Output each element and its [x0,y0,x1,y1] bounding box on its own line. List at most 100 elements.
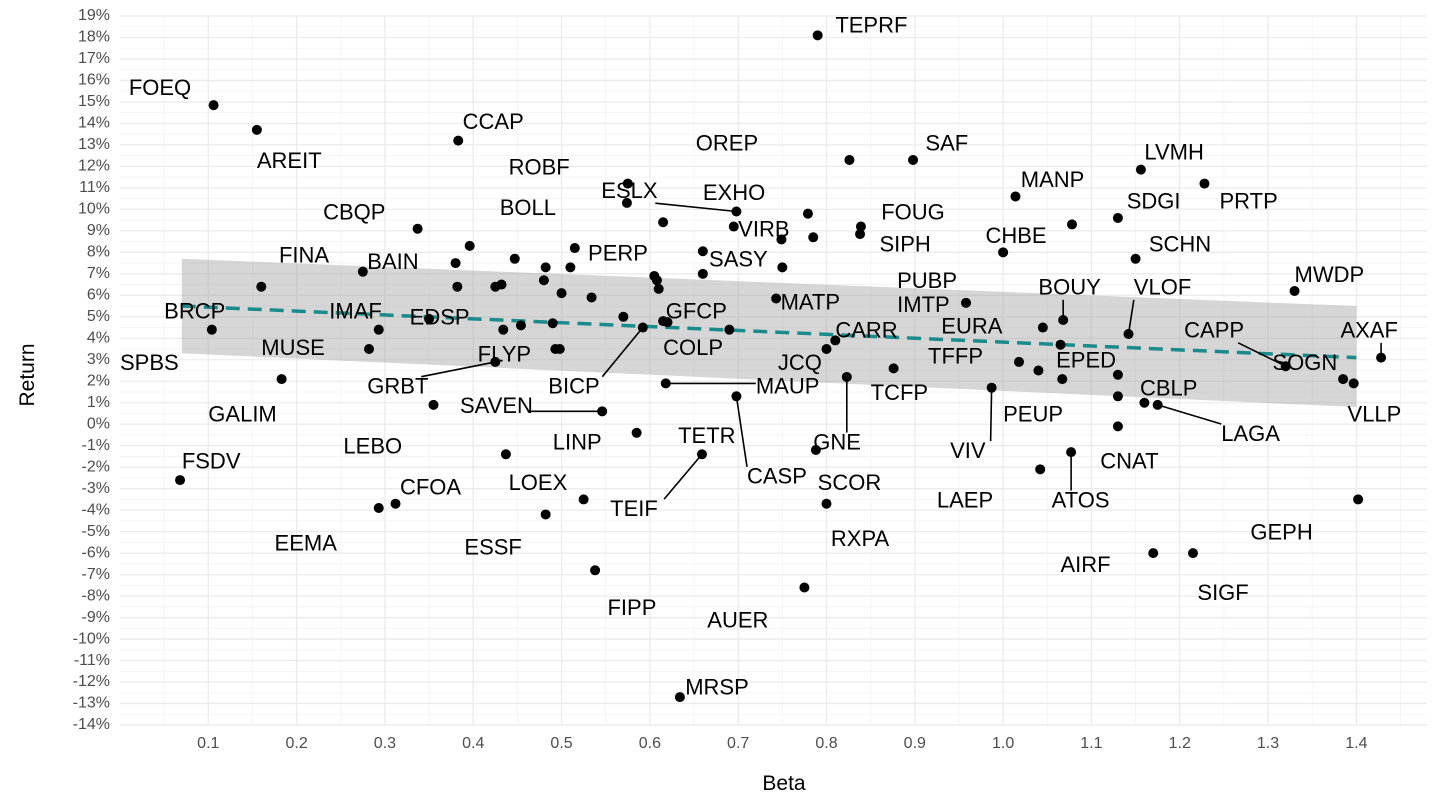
point-label: CBLP [1140,376,1197,401]
x-tick-label: 1.1 [1080,735,1102,752]
point-label: GFCP [666,298,727,323]
point-label: PERP [588,240,648,265]
point-label: GNE [813,429,861,454]
x-tick-label: 0.9 [904,735,926,752]
point-label: VLOF [1134,275,1191,300]
data-point [578,494,589,505]
label-leader [1157,404,1222,425]
y-tick-label: -11% [74,652,110,669]
point-label: CAPP [1184,318,1244,343]
data-point [844,154,855,165]
point-label: AREIT [257,148,322,173]
point-label: EXHO [703,180,765,205]
x-tick-label: 0.6 [639,735,661,752]
trend-line [181,304,1357,360]
point-label: TCFP [871,380,928,405]
data-point [888,363,899,374]
y-tick-label: 8% [87,244,110,261]
x-tick-label: 1.3 [1257,735,1279,752]
x-tick-label: 1.2 [1169,735,1191,752]
point-label: EPED [1056,348,1116,373]
point-label: PUBP [897,268,957,293]
label-leader [735,396,748,468]
data-point [1014,356,1025,367]
point-label: GRBT [367,374,428,399]
data-point [622,178,633,189]
data-point [696,449,707,460]
label-leader [601,327,644,378]
point-label: PRTP [1219,189,1277,214]
data-point [424,313,435,324]
data-point [674,692,685,703]
point-label: SASY [709,247,768,272]
data-point [662,317,673,328]
point-label: TEIF [610,496,658,521]
data-point [776,234,787,245]
grid [120,15,1427,726]
data-point [1123,328,1134,339]
x-tick-label: 1.0 [992,735,1014,752]
label-leader [989,387,993,442]
point-label: SAVEN [460,393,533,418]
x-tick-label: 0.2 [285,735,307,752]
y-tick-label: 3% [87,351,110,368]
point-label: CFOA [400,474,461,499]
data-point [464,240,475,251]
data-point [1187,548,1198,559]
y-tick-label: 2% [87,372,110,389]
point-label: VLLP [1348,401,1402,426]
data-point [256,281,267,292]
point-label: EDSP [410,305,470,330]
y-tick-label: 1% [87,394,110,411]
data-point [802,208,813,219]
data-point [821,498,832,509]
point-label: ATOS [1052,487,1110,512]
x-axis-title: Beta [762,772,806,795]
point-label: FINA [279,242,329,267]
data-point [1289,286,1300,297]
data-point [390,498,401,509]
point-label: FOUG [881,199,945,224]
data-point [855,229,866,240]
data-point [697,268,708,279]
data-point [1035,464,1046,475]
data-point [1148,548,1159,559]
point-label: BOUY [1038,275,1101,300]
point-label: CNAT [1100,449,1158,474]
data-points [175,30,1387,703]
data-point [206,324,217,335]
y-tick-label: 19% [78,7,110,24]
y-tick-label: 12% [78,158,110,175]
point-label: BAIN [367,249,418,274]
y-tick-label: -7% [82,566,110,583]
data-point [538,275,549,286]
data-point [547,318,558,329]
point-label: SIPH [879,232,930,257]
point-label: MANP [1021,167,1085,192]
data-point [364,344,375,355]
point-label: AUER [707,608,768,633]
data-point [450,258,461,269]
data-point [1112,369,1123,380]
point-label: PEUP [1003,401,1063,426]
point-label: FIPP [607,595,656,620]
label-leader [1127,299,1135,335]
y-tick-label: 17% [78,50,110,67]
data-point [728,221,739,232]
data-point [908,154,919,165]
point-label: CBQP [323,199,385,224]
y-tick-label: 9% [87,222,110,239]
data-point [1112,212,1123,223]
point-label: AXAF [1340,318,1397,343]
data-point [556,288,567,299]
data-point [631,427,642,438]
data-point [697,246,708,257]
label-leader [655,202,737,213]
data-point [453,135,464,146]
data-point [1152,399,1163,410]
point-label: CASP [747,464,807,489]
point-label: LEBO [343,434,402,459]
data-point [810,444,821,455]
data-point [554,344,565,355]
data-point [569,243,580,254]
